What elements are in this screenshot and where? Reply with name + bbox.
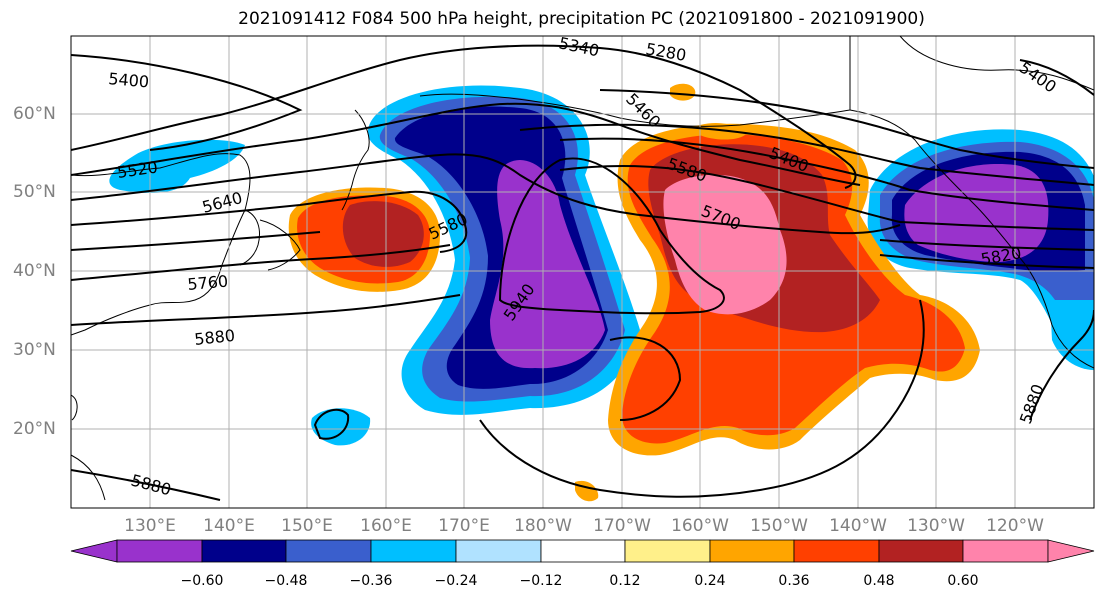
lon-label: 160°E <box>360 516 412 536</box>
grid-lines <box>71 36 1094 508</box>
colorbar-tick-label: 0.36 <box>778 573 810 589</box>
lat-label: 30°N <box>13 340 56 360</box>
lon-label: 130°E <box>124 516 176 536</box>
lat-label: 20°N <box>13 419 56 439</box>
lon-label: 150°W <box>750 516 808 536</box>
colorbar-tick-label: −0.48 <box>264 573 308 589</box>
lon-label: 140°W <box>829 516 887 536</box>
contour-label: 5280 <box>644 39 687 65</box>
lat-label: 50°N <box>13 182 56 202</box>
contour-label: 5340 <box>557 33 601 60</box>
contour-label: 5880 <box>129 471 173 500</box>
colorbar-tick-label: 0.24 <box>694 573 726 589</box>
lon-label: 130°W <box>907 516 965 536</box>
lon-label: 140°E <box>203 516 255 536</box>
contour-label: 5880 <box>1016 382 1048 427</box>
lat-label: 40°N <box>13 261 56 281</box>
colorbar-tick-label: −0.12 <box>519 573 563 589</box>
lon-label: 120°W <box>986 516 1044 536</box>
colorbar-tick-label: −0.24 <box>434 573 478 589</box>
colorbar-tick-label: −0.60 <box>180 573 224 589</box>
height-contours <box>71 44 1094 501</box>
contour-label: 5880 <box>193 326 235 349</box>
lon-label: 150°E <box>281 516 333 536</box>
lon-label: 180°W <box>514 516 572 536</box>
lon-label: 170°E <box>438 516 490 536</box>
colorbar-tick-label: 0.48 <box>863 573 895 589</box>
lon-label: 170°W <box>593 516 651 536</box>
precip-shading <box>109 83 1094 502</box>
contour-label: 5760 <box>187 272 229 294</box>
lon-label: 160°W <box>671 516 729 536</box>
contour-label: 5400 <box>108 69 150 91</box>
colorbar-tick-label: 0.12 <box>609 573 641 589</box>
map-title: 2021091412 F084 500 hPa height, precipit… <box>238 9 925 29</box>
map-frame <box>70 35 1095 509</box>
colorbar-tick-label: −0.36 <box>349 573 393 589</box>
colorbar-tick-label: 0.60 <box>947 573 979 589</box>
colorbar <box>70 539 1095 563</box>
lat-label: 60°N <box>13 104 56 124</box>
